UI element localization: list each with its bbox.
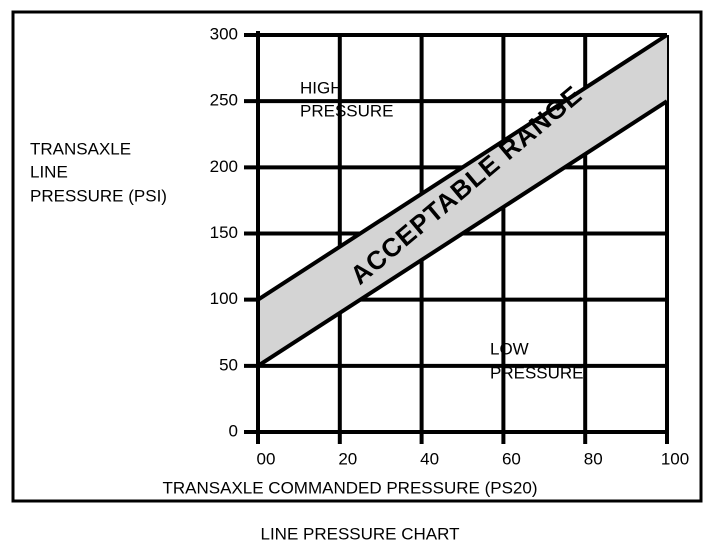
plot-area — [244, 31, 669, 444]
frame — [11, 10, 703, 503]
y-axis-label: PRESSURE (PSI) — [30, 186, 167, 205]
band-edge — [256, 33, 669, 302]
annotation: HIGH — [300, 78, 343, 97]
y-tick-label: 300 — [210, 24, 238, 43]
x-tick-label: 80 — [584, 449, 603, 468]
y-tick-label: 150 — [210, 223, 238, 242]
annotation: PRESSURE — [490, 363, 584, 382]
annotation: PRESSURE — [300, 101, 394, 120]
x-tick-label: 20 — [338, 449, 357, 468]
band-edge — [256, 99, 669, 368]
x-tick-label: 100 — [661, 449, 689, 468]
y-axis-label: LINE — [30, 162, 68, 181]
y-tick-label: 100 — [210, 289, 238, 308]
x-tick-label: 00 — [257, 449, 276, 468]
x-axis-label: TRANSAXLE COMMANDED PRESSURE (PS20) — [162, 478, 537, 497]
y-axis-label: TRANSAXLE — [30, 139, 131, 158]
caption: LINE PRESSURE CHART — [260, 524, 459, 543]
x-tick-label: 40 — [420, 449, 439, 468]
x-tick-label: 60 — [502, 449, 521, 468]
acceptable-band — [258, 35, 667, 366]
y-tick-label: 0 — [229, 421, 238, 440]
y-tick-label: 50 — [219, 355, 238, 374]
y-tick-label: 250 — [210, 91, 238, 110]
y-tick-label: 200 — [210, 157, 238, 176]
annotation: LOW — [490, 339, 529, 358]
